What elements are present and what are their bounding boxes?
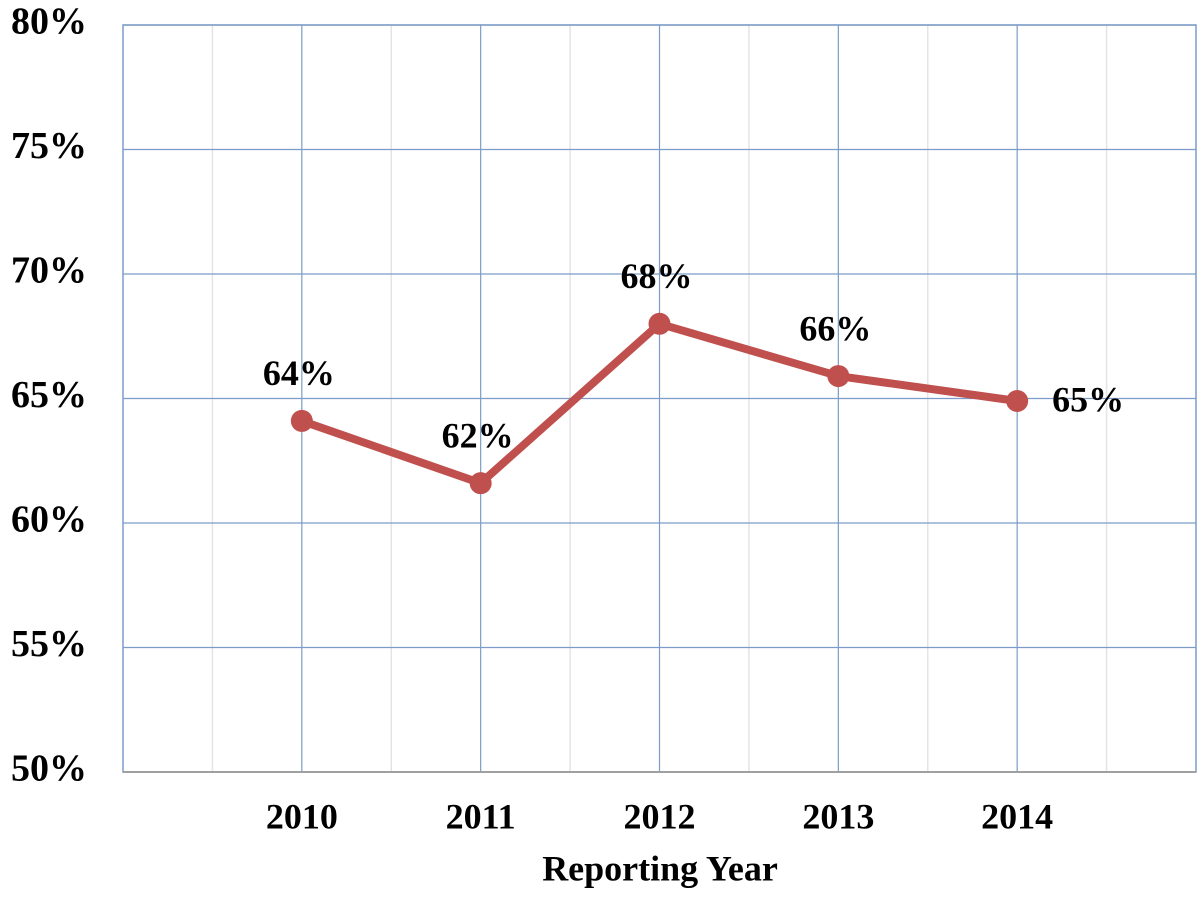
data-label: 62%	[442, 415, 514, 455]
point	[290, 409, 313, 432]
y-tick-label: 55%	[11, 623, 87, 665]
y-tick-label: 65%	[11, 374, 87, 416]
y-tick-label: 60%	[11, 499, 87, 541]
x-tick-label: 2014	[981, 796, 1053, 836]
data-label: 65%	[1052, 379, 1124, 419]
point	[648, 312, 671, 335]
y-tick-label: 70%	[11, 250, 87, 292]
x-axis-title: Reporting Year	[542, 848, 778, 888]
x-tick-label: 2013	[802, 796, 874, 836]
point	[469, 472, 492, 495]
point	[1006, 389, 1029, 412]
data-label: 68%	[621, 256, 693, 296]
y-tick-label: 50%	[11, 748, 87, 790]
y-tick-label: 75%	[11, 125, 87, 167]
x-tick-label: 2011	[446, 796, 516, 836]
data-label: 64%	[263, 353, 335, 393]
y-tick-label: 80%	[11, 1, 87, 43]
data-label: 66%	[799, 308, 871, 348]
point	[827, 365, 850, 388]
x-tick-label: 2010	[266, 796, 338, 836]
x-tick-label: 2012	[624, 796, 696, 836]
